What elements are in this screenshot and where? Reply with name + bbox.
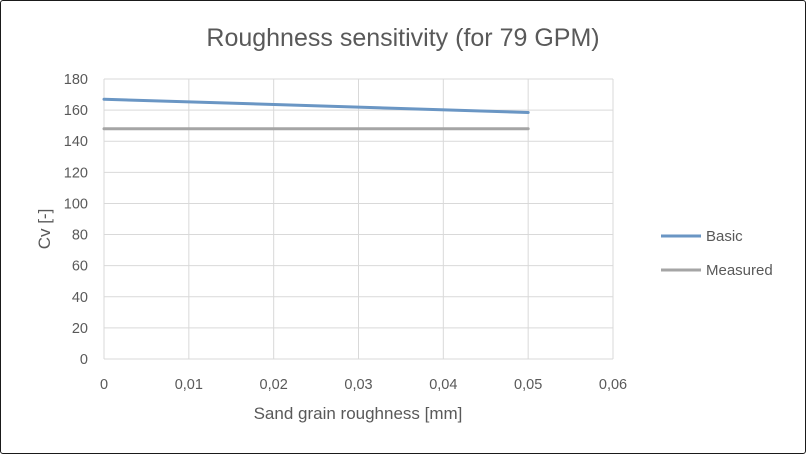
x-tick-label: 0,03	[344, 377, 372, 393]
x-tick-label: 0,01	[175, 377, 203, 393]
legend: Basic Measured	[661, 228, 773, 279]
y-axis-ticks: 0 20 40 60 80 100 120 140 160 180	[64, 72, 88, 368]
x-axis-label: Sand grain roughness [mm]	[254, 404, 463, 423]
x-tick-label: 0,04	[429, 377, 457, 393]
chart-title: Roughness sensitivity (for 79 GPM)	[206, 24, 599, 52]
series	[102, 97, 530, 131]
y-tick-label: 80	[72, 228, 88, 244]
series-line-basic	[102, 97, 530, 114]
x-tick-label: 0	[100, 377, 108, 393]
legend-label-measured: Measured	[706, 262, 773, 279]
y-tick-label: 100	[64, 196, 88, 212]
y-axis-label: Cv [-]	[35, 209, 54, 250]
y-tick-label: 40	[72, 290, 88, 306]
x-tick-label: 0,02	[260, 377, 288, 393]
legend-label-basic: Basic	[706, 228, 743, 245]
x-axis-ticks: 0 0,01 0,02 0,03 0,04 0,05 0,06	[100, 377, 627, 393]
y-tick-label: 160	[64, 103, 88, 119]
y-tick-label: 60	[72, 259, 88, 275]
grid	[103, 78, 614, 360]
y-tick-label: 20	[72, 321, 88, 337]
x-tick-label: 0,06	[599, 377, 627, 393]
y-tick-label: 0	[80, 352, 88, 368]
y-tick-label: 140	[64, 134, 88, 150]
y-tick-label: 120	[64, 165, 88, 181]
x-tick-label: 0,05	[514, 377, 542, 393]
y-tick-label: 180	[64, 72, 88, 88]
